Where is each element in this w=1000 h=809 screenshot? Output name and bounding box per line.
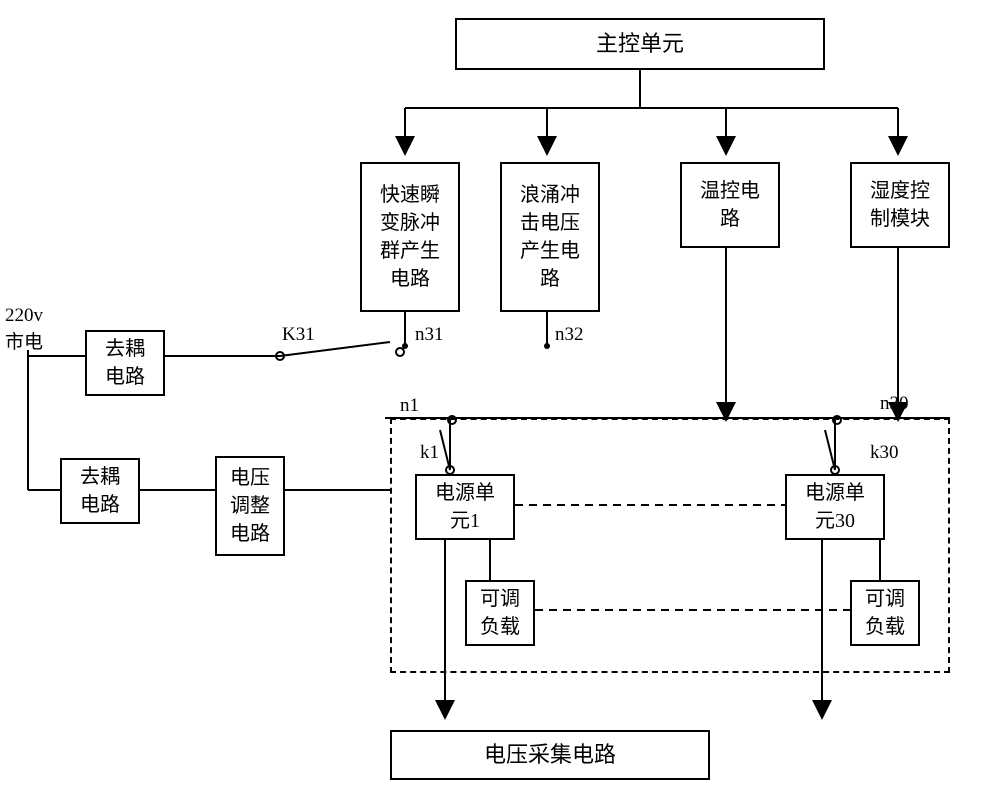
- voltage-adjust-box: 电压 调整 电路: [215, 456, 285, 556]
- surge-circuit-box: 浪涌冲 击电压 产生电 路: [500, 162, 600, 312]
- k31-label: K31: [282, 324, 315, 346]
- psu1-box: 电源单 元1: [415, 474, 515, 540]
- voltage-acquisition-label: 电压采集电路: [484, 740, 616, 771]
- burst-circuit-box: 快速瞬 变脉冲 群产生 电路: [360, 162, 460, 312]
- n30-label: n30: [880, 393, 909, 415]
- temp-control-box: 温控电 路: [680, 162, 780, 248]
- burst-circuit-label: 快速瞬 变脉冲 群产生 电路: [380, 181, 440, 293]
- humidity-control-label: 湿度控 制模块: [870, 177, 930, 233]
- psu30-box: 电源单 元30: [785, 474, 885, 540]
- decouple2-box: 去耦 电路: [60, 458, 140, 524]
- load1-label: 可调 负载: [480, 585, 520, 641]
- mains-label: 220v 市电: [5, 305, 43, 354]
- psu30-label: 电源单 元30: [805, 479, 865, 535]
- n1-label: n1: [400, 395, 419, 417]
- voltage-adjust-label: 电压 调整 电路: [230, 464, 270, 548]
- temp-control-label: 温控电 路: [700, 177, 760, 233]
- decouple1-box: 去耦 电路: [85, 330, 165, 396]
- humidity-control-box: 湿度控 制模块: [850, 162, 950, 248]
- load30-box: 可调 负载: [850, 580, 920, 646]
- k30-label: k30: [870, 442, 899, 464]
- n31-label: n31: [415, 324, 444, 346]
- k1-label: k1: [420, 442, 439, 464]
- decouple2-label: 去耦 电路: [80, 463, 120, 519]
- surge-circuit-label: 浪涌冲 击电压 产生电 路: [520, 181, 580, 293]
- n32-label: n32: [555, 324, 584, 346]
- load1-box: 可调 负载: [465, 580, 535, 646]
- voltage-acquisition-box: 电压采集电路: [390, 730, 710, 780]
- master-control-label: 主控单元: [596, 29, 684, 60]
- psu1-label: 电源单 元1: [435, 479, 495, 535]
- load30-label: 可调 负载: [865, 585, 905, 641]
- decouple1-label: 去耦 电路: [105, 335, 145, 391]
- master-control-box: 主控单元: [455, 18, 825, 70]
